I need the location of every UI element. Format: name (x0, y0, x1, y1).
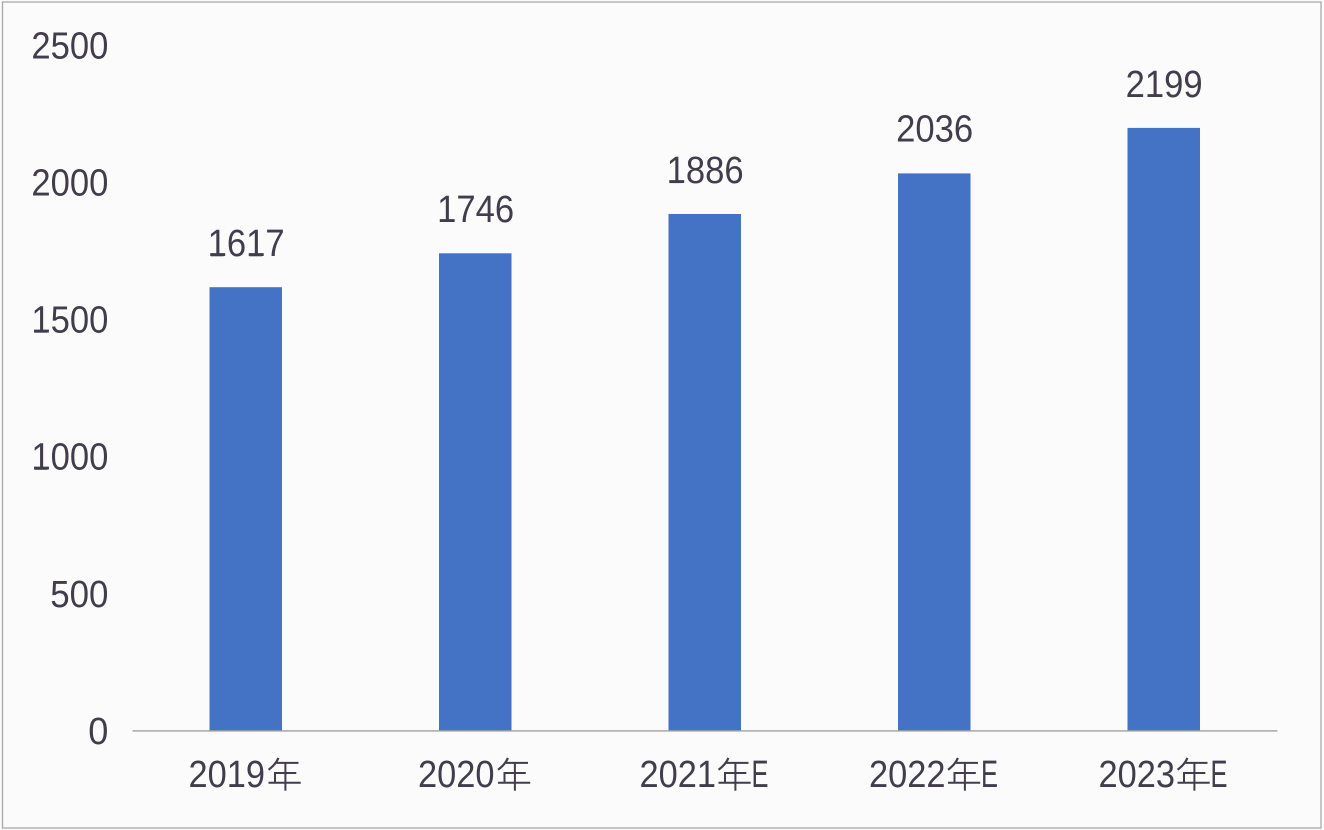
svg-text:2199: 2199 (1126, 64, 1203, 106)
svg-text:1617: 1617 (208, 223, 285, 265)
svg-text:1886: 1886 (667, 150, 744, 192)
svg-text:2500: 2500 (31, 25, 108, 67)
svg-text:1500: 1500 (31, 300, 108, 342)
svg-text:1000: 1000 (31, 437, 108, 479)
svg-text:2022: 2022 (869, 754, 946, 796)
svg-text:E: E (1211, 754, 1228, 796)
svg-text:2023: 2023 (1099, 754, 1176, 796)
svg-text:2020: 2020 (418, 754, 495, 796)
svg-text:2000: 2000 (31, 163, 108, 205)
svg-text:2019: 2019 (189, 754, 266, 796)
svg-text:0: 0 (88, 711, 108, 753)
svg-text:500: 500 (50, 574, 108, 616)
svg-text:E: E (981, 754, 998, 796)
svg-text:E: E (752, 754, 769, 796)
svg-text:2036: 2036 (896, 109, 973, 151)
svg-text:1746: 1746 (437, 189, 514, 231)
svg-text:2021: 2021 (640, 754, 717, 796)
